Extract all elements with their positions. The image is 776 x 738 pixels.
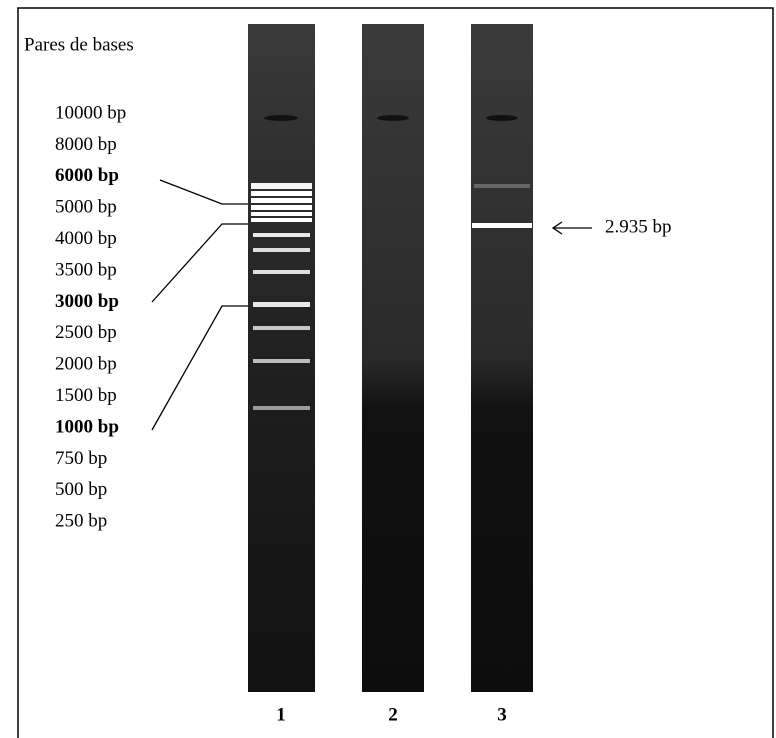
ladder-labels: 10000 bp 8000 bp 6000 bp 5000 bp 4000 bp 3500… [55,102,126,531]
ladder-label: 10000 bp [55,102,126,123]
annotation: 2.935 bp [605,216,672,237]
ladder-label: 1500 bp [55,385,117,406]
lane-label: 1 [276,704,286,725]
ladder-bands [251,183,312,410]
faint-band [474,184,530,188]
lane-label: 3 [497,704,507,725]
lane-labels: 1 2 3 [276,704,507,725]
ladder-label: 750 bp [55,448,107,469]
ladder-label: 4000 bp [55,228,117,249]
ladder-label: 2000 bp [55,354,117,375]
ladder-label: 500 bp [55,479,107,500]
lane [471,24,533,692]
arrow [551,221,592,235]
lane-label: 2 [388,704,398,725]
ladder-label: 8000 bp [55,134,117,155]
gel [248,24,533,692]
frame [17,7,774,738]
band [472,223,532,228]
wells [264,115,518,121]
title: Pares de bases [24,34,134,55]
ladder-label: 5000 bp [55,197,117,218]
ladder-label: 250 bp [55,511,107,532]
lane [362,24,424,692]
ladder-label: 1000 bp [55,416,119,437]
ladder-label: 6000 bp [55,165,119,186]
ladder-label: 2500 bp [55,322,117,343]
ladder-label: 3000 bp [55,291,119,312]
ladder-label: 3500 bp [55,259,117,280]
lane [248,24,315,692]
connectors [151,179,248,431]
